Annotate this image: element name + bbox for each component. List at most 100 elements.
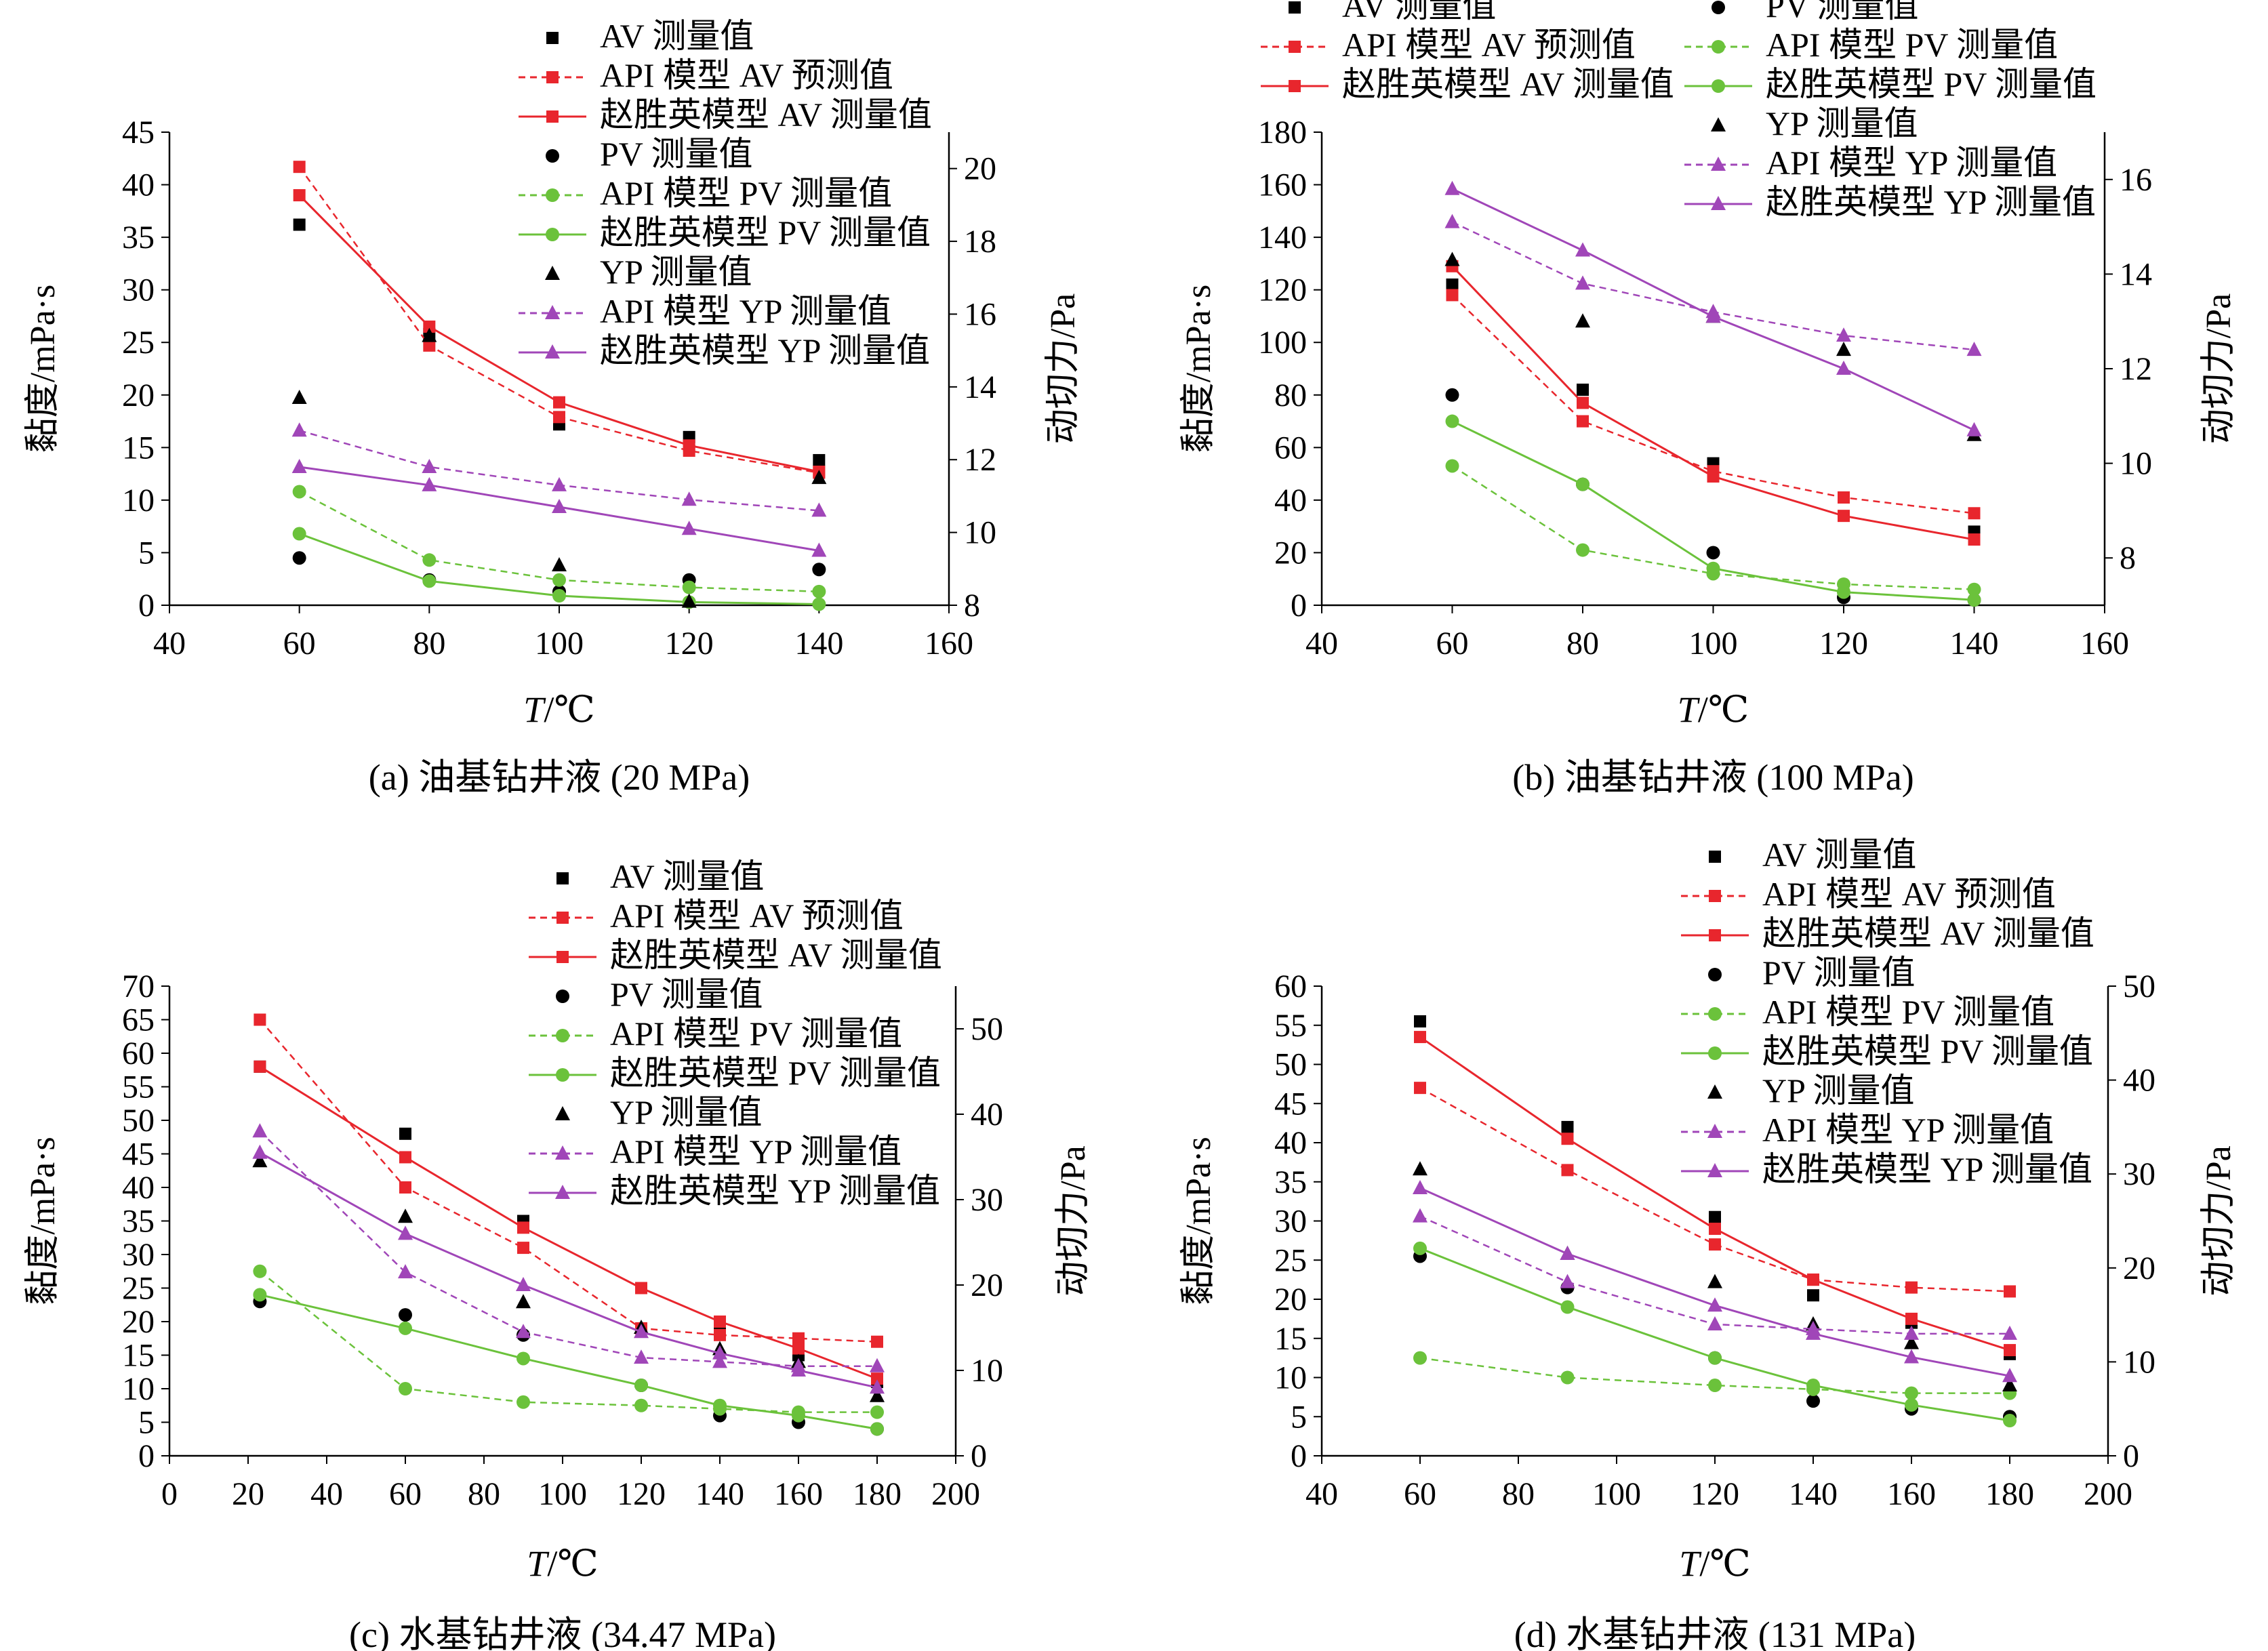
legend-label: API 模型 AV 预测值 <box>1342 26 1636 64</box>
data-point <box>1446 278 1459 291</box>
series-2 <box>254 1060 883 1385</box>
legend-marker <box>546 110 559 123</box>
data-point <box>1413 1179 1427 1194</box>
data-point <box>1577 396 1589 409</box>
y-tick-label: 20 <box>122 1304 155 1340</box>
x-tick-label: 140 <box>794 626 843 661</box>
legend-label: 赵胜英模型 AV 测量值 <box>1342 65 1674 103</box>
x-axis-label: T/℃ <box>1678 689 1749 730</box>
series-8 <box>1413 1179 2017 1383</box>
legend-label: YP 测量值 <box>600 253 752 291</box>
y2-tick-label: 20 <box>971 1267 1003 1303</box>
data-point <box>682 580 696 594</box>
x-tick-label: 200 <box>2084 1476 2132 1512</box>
legend-entry: 赵胜英模型 YP 测量值 <box>1681 1150 2092 1188</box>
legend-label: API 模型 AV 预测值 <box>1762 875 2056 913</box>
data-point <box>1414 1082 1426 1095</box>
legend-label: API 模型 YP 测量值 <box>1766 144 2057 182</box>
x-tick-label: 100 <box>538 1476 587 1512</box>
data-point <box>792 1342 805 1355</box>
x-tick-label: 160 <box>925 626 973 661</box>
legend-entry: AV 测量值 <box>546 17 754 55</box>
x-tick-label: 60 <box>1436 626 1469 661</box>
legend-entry: 赵胜英模型 AV 测量值 <box>529 936 942 974</box>
series-0 <box>254 1060 883 1389</box>
legend-entry: API 模型 AV 预测值 <box>1261 26 1636 64</box>
x-tick-label: 160 <box>2080 626 2129 661</box>
x-axis-label-var: T <box>523 689 546 730</box>
series-line <box>1451 465 1975 590</box>
y2-tick-label: 16 <box>964 296 996 332</box>
x-tick-label: 160 <box>1887 1476 1936 1512</box>
x-tick-label: 140 <box>1950 626 1999 661</box>
data-point <box>1413 1241 1427 1255</box>
series-5 <box>1445 414 1981 607</box>
y2-tick-label: 10 <box>2123 1344 2155 1380</box>
y-tick-label: 55 <box>1274 1008 1307 1044</box>
series-5 <box>1413 1241 2017 1428</box>
data-point <box>1709 1223 1721 1236</box>
data-point <box>1560 1246 1575 1261</box>
legend-marker <box>1712 79 1725 93</box>
series-line <box>1451 221 1975 351</box>
y-tick-label: 35 <box>122 220 155 256</box>
y2-tick-label: 14 <box>964 369 996 405</box>
x-tick-label: 180 <box>1985 1476 2034 1512</box>
data-point <box>552 499 567 514</box>
legend-entry: API 模型 YP 测量值 <box>519 292 891 330</box>
legend-entry: API 模型 YP 测量值 <box>1681 1111 2054 1149</box>
data-point <box>683 439 695 452</box>
data-point <box>1413 1351 1427 1365</box>
data-point <box>712 1353 727 1368</box>
y-tick-label: 20 <box>1274 535 1307 571</box>
series-8 <box>252 1144 885 1394</box>
data-point <box>399 1308 412 1322</box>
y-tick-label: 160 <box>1258 167 1307 203</box>
legend-entry: YP 测量值 <box>545 253 752 291</box>
data-point <box>1807 1289 1819 1302</box>
data-point <box>398 1208 413 1223</box>
legend-entry: AV 测量值 <box>556 857 764 895</box>
legend-marker <box>555 1145 570 1160</box>
legend-entry: 赵胜英模型 PV 测量值 <box>1681 1032 2093 1070</box>
series-4 <box>292 485 826 598</box>
legend-entry: PV 测量值 <box>1708 954 1916 992</box>
x-tick-label: 120 <box>665 626 714 661</box>
data-point <box>634 1349 649 1364</box>
legend-entry: 赵胜英模型 AV 测量值 <box>1681 914 2094 952</box>
legend-entry: API 模型 PV 测量值 <box>519 174 892 212</box>
legend-entry: API 模型 AV 预测值 <box>1681 875 2056 913</box>
legend-label: AV 测量值 <box>600 17 754 55</box>
y-tick-label: 35 <box>122 1204 155 1240</box>
series-2 <box>1414 1031 2016 1357</box>
legend-marker <box>556 1029 569 1042</box>
data-point <box>1806 1379 1820 1393</box>
data-point <box>1707 1297 1722 1312</box>
legend-marker <box>556 912 569 924</box>
y2-tick-label: 30 <box>2123 1156 2155 1192</box>
x-tick-label: 80 <box>1502 1476 1535 1512</box>
series-5 <box>292 527 826 611</box>
y2-tick-label: 10 <box>964 515 996 551</box>
data-point <box>870 1422 884 1436</box>
data-point <box>1967 593 1981 607</box>
data-point <box>1838 491 1850 504</box>
legend-entry: 赵胜英模型 AV 测量值 <box>1261 65 1674 103</box>
data-point <box>792 1408 805 1423</box>
panel-caption: (a) 油基钻井液 (20 MPa) <box>369 757 750 798</box>
data-point <box>253 1288 267 1302</box>
legend-marker <box>556 1068 569 1082</box>
panel-b: 40 60 80 100 120 140 160 0 20 40 60 80 100 120 140 160 1… <box>1179 0 2238 798</box>
y-axis-label: 黏度/mPa·s <box>24 1137 62 1305</box>
data-point <box>812 563 826 577</box>
data-point <box>713 1398 727 1412</box>
y-tick-label: 180 <box>1258 115 1307 150</box>
data-point <box>1708 1379 1722 1393</box>
data-point <box>1838 510 1850 523</box>
legend-marker <box>556 872 569 884</box>
legend-label: YP 测量值 <box>1762 1072 1915 1109</box>
legend-label: PV 测量值 <box>600 135 753 173</box>
x-tick-label: 120 <box>1819 626 1868 661</box>
data-point <box>1561 1164 1574 1177</box>
